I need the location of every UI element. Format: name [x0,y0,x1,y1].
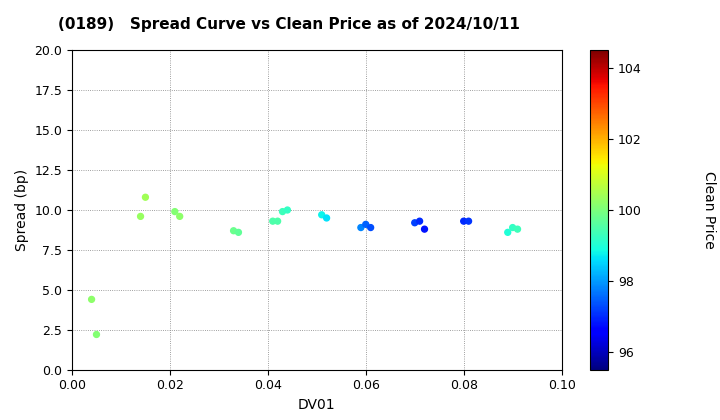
Point [458,218,469,225]
Point [135,213,146,220]
Point [414,218,426,225]
Point [365,224,377,231]
X-axis label: DV01: DV01 [298,398,336,412]
Point [507,224,518,231]
Point [502,229,513,236]
Point [276,208,288,215]
Point [419,226,431,233]
Point [355,224,366,231]
Point [267,218,279,225]
Point [272,218,284,225]
Point [228,227,239,234]
Point [316,211,328,218]
Point [463,218,474,225]
Point [91,331,102,338]
Point [174,213,186,220]
Text: Clean Price: Clean Price [702,171,716,249]
Point [86,296,97,303]
Point [233,229,244,236]
Point [321,215,333,221]
Point [169,208,181,215]
Point [360,221,372,228]
Point [409,219,420,226]
Y-axis label: Spread (bp): Spread (bp) [15,169,29,251]
Point [140,194,151,201]
Point [282,207,293,213]
Text: (0189)   Spread Curve vs Clean Price as of 2024/10/11: (0189) Spread Curve vs Clean Price as of… [58,17,519,32]
Point [512,226,523,233]
